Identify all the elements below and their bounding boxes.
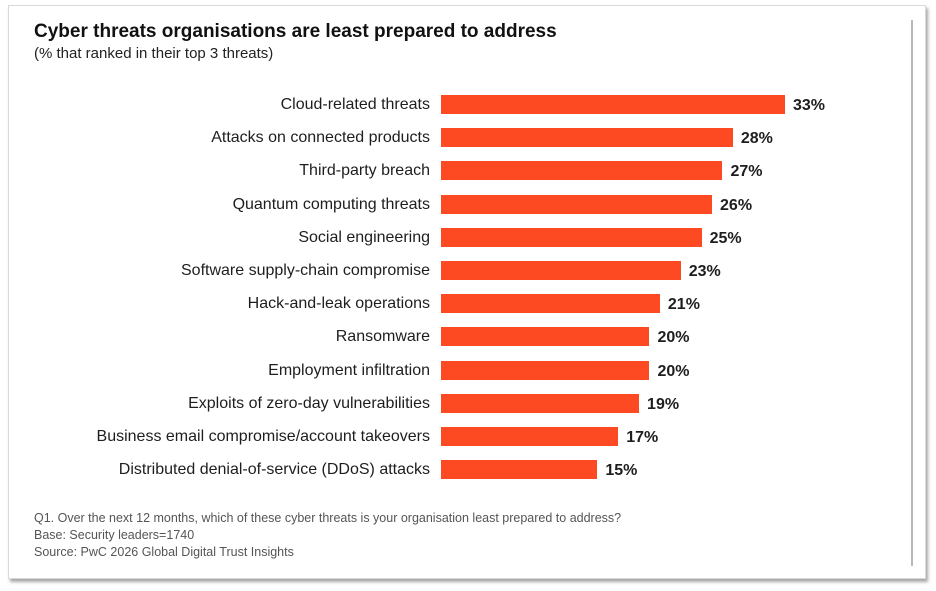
bar xyxy=(441,95,785,114)
value-label: 26% xyxy=(720,196,753,214)
bar xyxy=(441,161,723,181)
value-label: 17% xyxy=(626,429,659,446)
bar xyxy=(441,227,702,247)
bar xyxy=(441,360,650,380)
category-label: Distributed denial-of-service (DDoS) att… xyxy=(118,461,430,479)
category-label: Quantum computing threats xyxy=(232,195,430,213)
category-label: Exploits of zero-day vulnerabilities xyxy=(188,394,430,412)
vertical-rule xyxy=(911,20,913,566)
footnote-question: Q1. Over the next 12 months, which of th… xyxy=(34,511,622,525)
bar xyxy=(441,194,713,214)
chart-subtitle: (% that ranked in their top 3 threats) xyxy=(34,45,274,62)
value-label: 20% xyxy=(657,362,690,380)
bar xyxy=(441,460,598,480)
value-label: 28% xyxy=(740,130,773,148)
value-label: 27% xyxy=(730,163,763,181)
category-label: Third-party breach xyxy=(299,162,430,180)
bar-chart: Cloud-related threats 33% Attacks on conne… xyxy=(96,95,826,480)
chart-title: Cyber threats organisations are least pr… xyxy=(34,21,557,42)
category-label: Software supply-chain compromise xyxy=(181,262,430,279)
bar xyxy=(441,327,650,347)
category-label: Business email compromise/account takeov… xyxy=(96,428,430,445)
value-label: 15% xyxy=(605,462,638,480)
value-label: 21% xyxy=(667,296,700,314)
value-label: 23% xyxy=(688,263,721,280)
category-label: Employment infiltration xyxy=(268,361,430,379)
bar xyxy=(441,393,640,413)
bar xyxy=(441,294,660,314)
footnote-base: Base: Security leaders=1740 xyxy=(34,528,195,542)
bar xyxy=(441,261,681,280)
value-label: 20% xyxy=(657,329,690,347)
bar xyxy=(441,128,733,148)
value-label: 19% xyxy=(647,395,680,413)
category-label: Ransomware xyxy=(335,328,430,346)
category-label: Cloud-related threats xyxy=(280,96,430,113)
category-label: Social engineering xyxy=(298,228,430,246)
category-label: Hack-and-leak operations xyxy=(247,295,430,313)
bar xyxy=(441,427,619,446)
category-label: Attacks on connected products xyxy=(211,129,430,147)
footnote-source: Source: PwC 2026 Global Digital Trust In… xyxy=(34,545,294,559)
value-label: 33% xyxy=(793,97,826,114)
value-label: 25% xyxy=(709,229,742,247)
